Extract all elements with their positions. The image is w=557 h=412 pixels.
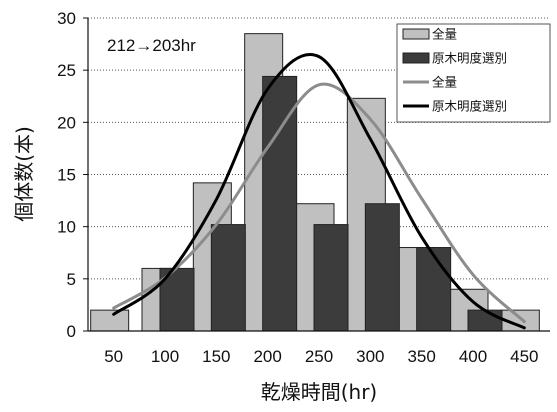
curve-line-1 (112, 53, 526, 330)
curve-line-0 (112, 82, 526, 324)
x-tick-label-200: 200 (253, 347, 281, 366)
bar-s1-200 (262, 75, 298, 332)
x-tick-label-250: 250 (305, 347, 333, 366)
y-tick-label-3: 15 (57, 166, 76, 185)
y-tick-labels: 0 5 10 15 20 25 30 (57, 9, 76, 341)
annotation-text: 212→203hr (107, 36, 196, 55)
y-tick-label-0: 0 (67, 322, 76, 341)
axes (83, 17, 550, 332)
bar-s1-150 (210, 224, 246, 332)
y-tick-label-2: 10 (57, 218, 76, 237)
bar-s1-250 (313, 224, 349, 332)
x-tick-label-150: 150 (202, 347, 230, 366)
y-tick-label-1: 5 (67, 270, 76, 289)
legend-label-3: 原木明度選別 (432, 99, 507, 114)
x-tick-label-450: 450 (510, 347, 538, 366)
bar-s0-50 (90, 309, 130, 332)
y-tick-label-6: 30 (57, 9, 76, 28)
legend-label-2: 全量 (432, 75, 457, 90)
bar-s1-300 (364, 203, 400, 332)
x-tick-label-400: 400 (459, 347, 487, 366)
legend-swatch-1 (402, 52, 430, 64)
y-tick-label-4: 20 (57, 113, 76, 132)
x-tick-labels: 50 100 150 200 250 300 350 400 450 (104, 347, 538, 366)
x-tick-label-350: 350 (407, 347, 435, 366)
x-tick-label-50: 50 (104, 347, 123, 366)
bar-s1-350 (416, 247, 452, 332)
x-tick-label-100: 100 (151, 347, 179, 366)
x-tick-label-300: 300 (356, 347, 384, 366)
legend-label-0: 全量 (432, 27, 457, 42)
legend-label-1: 原木明度選別 (432, 51, 507, 66)
y-tick-label-5: 25 (57, 61, 76, 80)
legend-swatch-0 (402, 28, 430, 40)
curve-series (112, 53, 526, 330)
x-axis-title: 乾燥時間(hr) (261, 380, 378, 404)
y-axis-title: 個体数(本) (12, 126, 36, 222)
bar-s1-400 (467, 309, 503, 332)
